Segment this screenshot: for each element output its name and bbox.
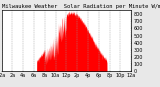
Text: Milwaukee Weather  Solar Radiation per Minute W/m2 (Last 24 Hours): Milwaukee Weather Solar Radiation per Mi…: [2, 4, 160, 9]
